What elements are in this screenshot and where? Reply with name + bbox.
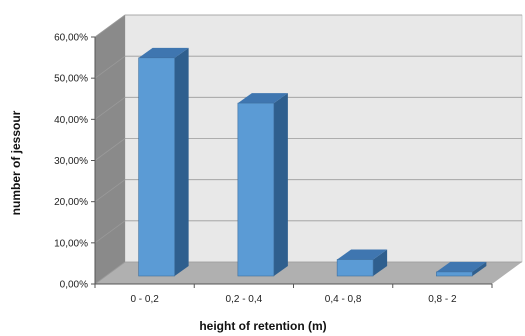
bar-top (138, 47, 189, 58)
bar-side (273, 93, 288, 276)
bar (138, 47, 189, 277)
x-tick-label: 0,8 - 2 (428, 294, 457, 305)
floor (95, 262, 522, 284)
x-tick-label: 0 - 0,2 (130, 294, 159, 305)
y-tick-label: 60,00% (54, 33, 88, 44)
gridline-side (94, 220, 126, 244)
gridline-side (94, 55, 126, 79)
y-tick-label: 20,00% (54, 197, 88, 208)
gridline-side (94, 97, 126, 120)
bar-top (436, 261, 487, 272)
y-tick-labels: 0,00% 10,00% 20,00% 30,00% 40,00% 50,00% 60,00… (54, 33, 88, 291)
gridline-side (94, 14, 126, 38)
y-tick-label: 40,00% (54, 115, 88, 126)
gridline-side (94, 179, 126, 202)
y-tick-label: 30,00% (54, 156, 88, 167)
bar-top (337, 249, 388, 260)
gridline-side (94, 261, 126, 285)
x-tick-label: 0,4 - 0,8 (325, 294, 362, 305)
x-axis-title: height of retention (m) (199, 319, 326, 333)
y-tick-label: 0,00% (60, 280, 88, 291)
bar-front (436, 271, 473, 277)
y-tick-label: 10,00% (54, 238, 88, 249)
y-tick-label: 50,00% (54, 74, 88, 85)
bar-front (237, 102, 275, 277)
gridlines (94, 14, 522, 285)
bar-side (174, 47, 189, 276)
bar-side (472, 261, 487, 276)
x-tick-label: 0,2 - 0,4 (226, 294, 263, 305)
bar (436, 261, 487, 277)
bar-front (138, 57, 175, 277)
bar-top (237, 93, 288, 104)
x-tick-labels: 0 - 0,2 0,2 - 0,4 0,4 - 0,8 0,8 - 2 (130, 294, 457, 305)
bar (237, 93, 288, 277)
axes (91, 36, 493, 288)
bar-side (373, 249, 388, 276)
gridline-side (94, 138, 126, 161)
bar-front (336, 259, 374, 277)
bar (336, 249, 388, 277)
y-axis-title: number of jessour (9, 110, 23, 215)
bars (138, 47, 487, 277)
